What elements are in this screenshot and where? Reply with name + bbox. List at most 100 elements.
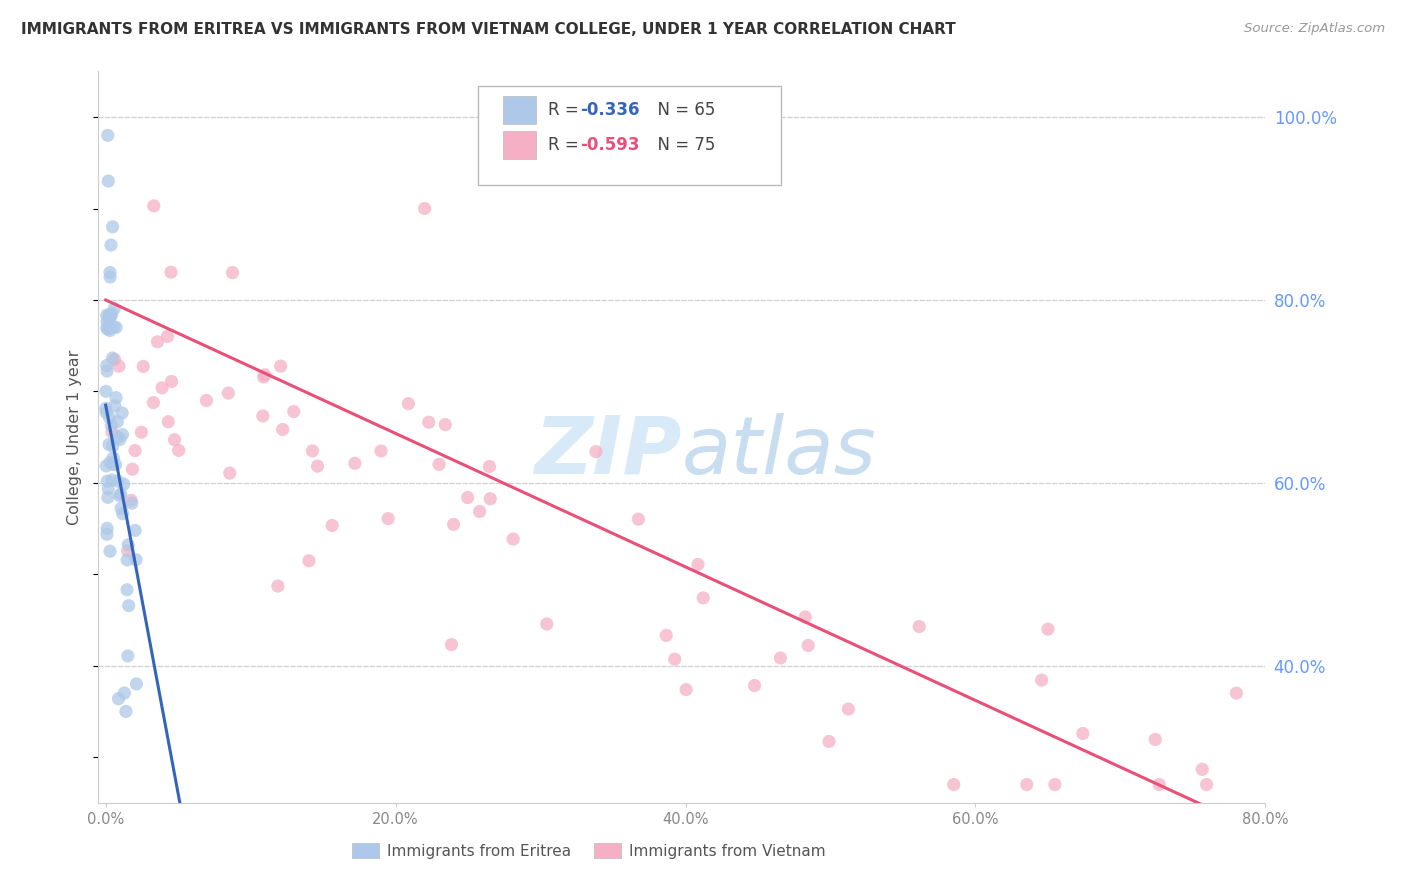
Point: [163, 433, 186, 447]
Point: [110, 501, 132, 516]
Point: [1195, 778, 1218, 792]
Point: [270, 359, 292, 373]
Point: [98, 308, 121, 322]
Text: -0.336: -0.336: [581, 101, 640, 120]
Point: [686, 558, 709, 572]
Point: [97, 174, 120, 188]
Point: [108, 488, 131, 502]
Point: [101, 219, 124, 234]
Point: [115, 705, 138, 719]
Point: [107, 475, 129, 489]
Text: R =: R =: [548, 136, 583, 154]
Point: [97, 482, 120, 496]
Point: [283, 404, 305, 418]
Point: [675, 682, 697, 697]
Point: [101, 351, 124, 365]
Point: [117, 538, 139, 552]
Point: [121, 496, 143, 510]
Point: [418, 415, 440, 429]
Point: [1144, 732, 1167, 747]
Point: [627, 512, 650, 526]
Point: [94, 458, 117, 473]
Point: [100, 418, 122, 433]
Point: [744, 679, 766, 693]
Point: [267, 579, 290, 593]
Point: [98, 437, 121, 451]
Point: [307, 459, 329, 474]
Point: [100, 307, 122, 321]
Point: [94, 405, 117, 419]
Point: [769, 651, 792, 665]
Point: [253, 368, 276, 382]
Point: [97, 322, 120, 336]
Point: [1191, 763, 1213, 777]
Point: [97, 491, 120, 505]
Point: [112, 686, 135, 700]
Point: [132, 359, 155, 374]
Point: [440, 638, 463, 652]
Point: [96, 475, 118, 489]
Point: [1015, 778, 1038, 792]
Point: [156, 329, 179, 343]
Point: [94, 384, 117, 399]
Text: IMMIGRANTS FROM ERITREA VS IMMIGRANTS FROM VIETNAM COLLEGE, UNDER 1 YEAR CORRELA: IMMIGRANTS FROM ERITREA VS IMMIGRANTS FR…: [21, 22, 956, 37]
Point: [98, 270, 121, 285]
Point: [692, 591, 714, 605]
Point: [117, 648, 139, 663]
Point: [252, 370, 274, 384]
Point: [104, 399, 127, 413]
Point: [98, 410, 121, 425]
Point: [121, 462, 143, 476]
Point: [478, 459, 501, 474]
Point: [105, 320, 128, 334]
Text: N = 65: N = 65: [647, 101, 716, 120]
Point: [111, 507, 134, 521]
Point: [818, 734, 841, 748]
Point: [797, 639, 820, 653]
Point: [908, 619, 931, 633]
Point: [142, 199, 165, 213]
Text: -0.593: -0.593: [581, 136, 640, 154]
Point: [101, 473, 124, 487]
Point: [142, 395, 165, 409]
Point: [160, 265, 183, 279]
Point: [413, 202, 436, 216]
Point: [343, 456, 366, 470]
Point: [150, 381, 173, 395]
Point: [96, 308, 118, 322]
Point: [146, 334, 169, 349]
Point: [96, 527, 118, 541]
Point: [104, 458, 127, 472]
Text: atlas: atlas: [682, 413, 877, 491]
Point: [125, 677, 148, 691]
Point: [125, 553, 148, 567]
Text: ZIP: ZIP: [534, 413, 682, 491]
Point: [117, 544, 139, 558]
Point: [1036, 622, 1059, 636]
Point: [160, 375, 183, 389]
Point: [1225, 686, 1247, 700]
Point: [502, 532, 524, 546]
Point: [443, 517, 465, 532]
Point: [98, 544, 121, 558]
Bar: [503, 96, 536, 124]
Point: [98, 266, 121, 280]
Point: [479, 491, 502, 506]
Point: [96, 315, 118, 329]
Point: [301, 443, 323, 458]
Point: [585, 444, 607, 458]
Point: [97, 311, 120, 326]
Point: [103, 450, 125, 465]
Point: [942, 778, 965, 792]
Text: R =: R =: [548, 101, 583, 120]
Text: N = 75: N = 75: [647, 136, 716, 154]
Point: [98, 455, 121, 469]
Point: [468, 504, 491, 518]
Point: [1149, 778, 1171, 792]
Point: [457, 491, 479, 505]
Point: [96, 521, 118, 535]
Y-axis label: College, Under 1 year: College, Under 1 year: [67, 350, 83, 524]
Point: [94, 401, 117, 416]
Point: [97, 128, 120, 143]
Point: [1031, 673, 1053, 687]
